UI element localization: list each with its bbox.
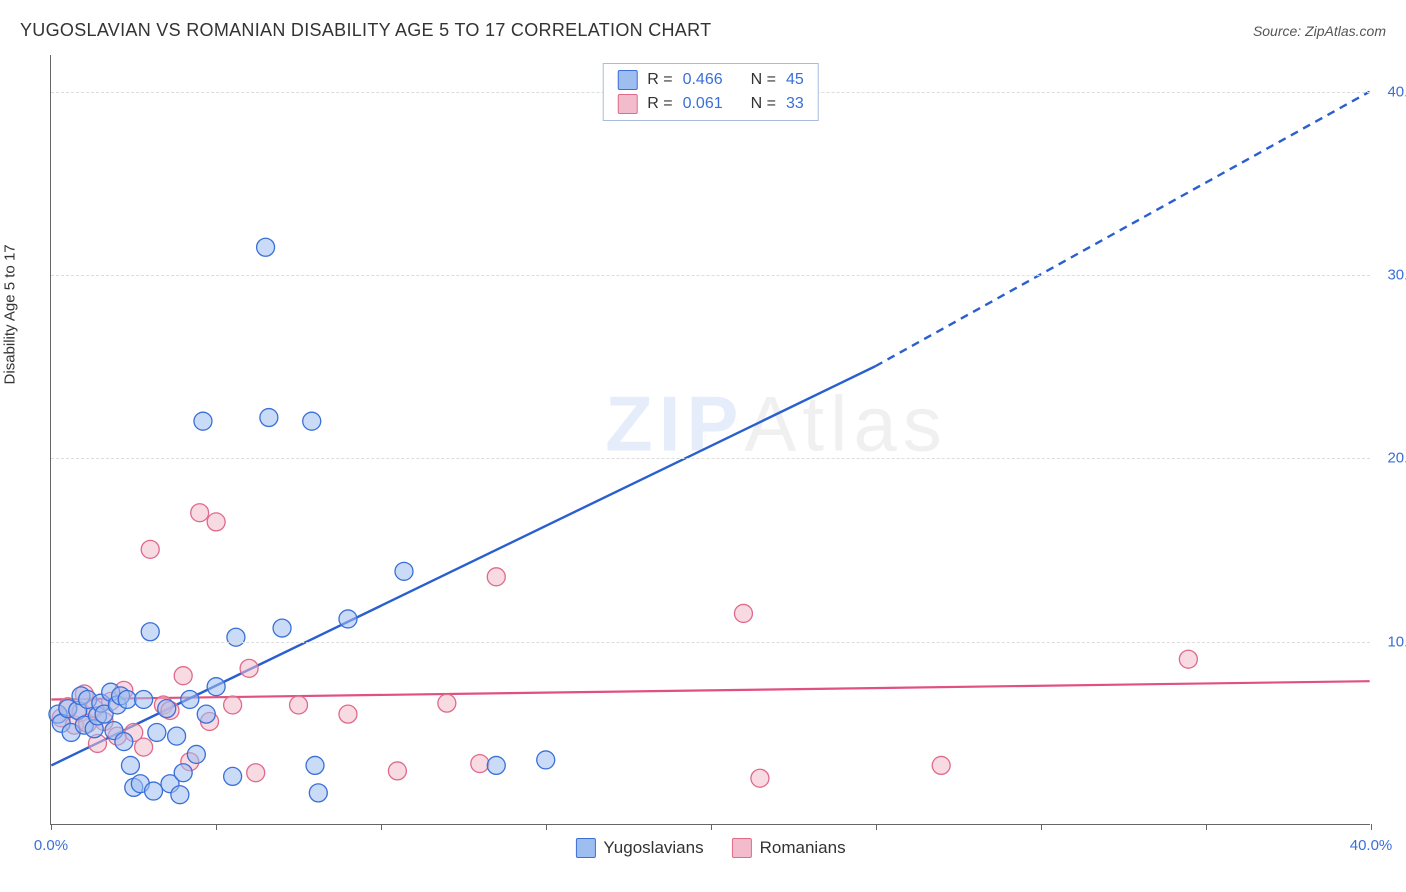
scatter-svg	[51, 55, 1370, 824]
x-tick-mark	[711, 824, 712, 830]
gridline	[51, 642, 1370, 643]
x-tick-mark	[1206, 824, 1207, 830]
n-label-1: N =	[751, 95, 776, 113]
correlation-legend: R = 0.466 N = 45 R = 0.061 N = 33	[602, 63, 819, 121]
x-tick-label: 40.0%	[1350, 837, 1393, 854]
legend-item-romanians: Romanians	[732, 838, 846, 858]
source-prefix: Source:	[1253, 23, 1305, 39]
legend-item-yugoslavians: Yugoslavians	[575, 838, 703, 858]
x-tick-mark	[1041, 824, 1042, 830]
r-value-0: 0.466	[683, 71, 723, 89]
r-value-1: 0.061	[683, 95, 723, 113]
y-axis-label: Disability Age 5 to 17	[2, 244, 19, 384]
series-label-yugoslavians: Yugoslavians	[603, 838, 703, 858]
x-tick-mark	[216, 824, 217, 830]
x-tick-mark	[1371, 824, 1372, 830]
x-tick-label: 0.0%	[34, 837, 68, 854]
legend-row-romanians: R = 0.061 N = 33	[617, 92, 804, 116]
swatch-blue	[617, 70, 637, 90]
legend-row-yugoslavians: R = 0.466 N = 45	[617, 68, 804, 92]
swatch-blue-icon	[575, 838, 595, 858]
y-tick-label: 30.0%	[1387, 267, 1406, 284]
chart-source: Source: ZipAtlas.com	[1253, 23, 1386, 39]
y-tick-label: 20.0%	[1387, 450, 1406, 467]
gridline	[51, 458, 1370, 459]
y-tick-label: 40.0%	[1387, 83, 1406, 100]
n-value-1: 33	[786, 95, 804, 113]
gridline	[51, 275, 1370, 276]
x-tick-mark	[51, 824, 52, 830]
x-tick-mark	[546, 824, 547, 830]
n-value-0: 45	[786, 71, 804, 89]
x-tick-mark	[876, 824, 877, 830]
series-label-romanians: Romanians	[760, 838, 846, 858]
r-label-0: R =	[647, 71, 672, 89]
series-legend: Yugoslavians Romanians	[575, 838, 845, 858]
chart-title: YUGOSLAVIAN VS ROMANIAN DISABILITY AGE 5…	[20, 20, 711, 41]
x-tick-mark	[381, 824, 382, 830]
chart-header: YUGOSLAVIAN VS ROMANIAN DISABILITY AGE 5…	[20, 20, 1386, 41]
swatch-pink-icon	[732, 838, 752, 858]
y-tick-label: 10.0%	[1387, 633, 1406, 650]
source-name: ZipAtlas.com	[1305, 23, 1386, 39]
r-label-1: R =	[647, 95, 672, 113]
swatch-pink	[617, 94, 637, 114]
plot-area: ZIPAtlas R = 0.466 N = 45 R = 0.061 N = …	[50, 55, 1370, 825]
n-label-0: N =	[751, 71, 776, 89]
